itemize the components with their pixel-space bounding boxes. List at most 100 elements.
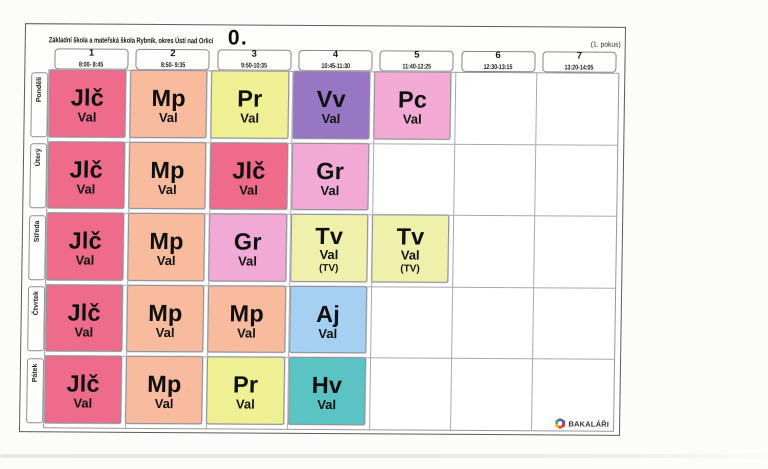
lesson-cell-Úterý-2: Mp Val: [128, 141, 207, 210]
lesson-subject: Mp: [148, 299, 183, 327]
period-number: 1: [88, 47, 95, 59]
lesson-teacher: Val: [318, 325, 338, 341]
period-time: 8:00- 8:45: [79, 61, 104, 69]
lesson-teacher: Val: [73, 395, 93, 411]
lesson-cell-Pátek-4: Hv Val: [287, 356, 367, 425]
grid-line-vertical: [450, 72, 457, 430]
lesson-teacher: Val: [319, 246, 339, 262]
lesson-cell-Středa-5: Tv Val (TV): [371, 214, 450, 283]
lesson-subject: Mp: [149, 228, 184, 255]
period-number: 6: [495, 50, 501, 62]
class-title: 0.: [227, 26, 249, 50]
lesson-teacher: Val: [320, 182, 340, 198]
lesson-teacher: Val: [321, 111, 341, 127]
day-box-1: Pondělí: [30, 71, 48, 137]
lesson-cell-Úterý-3: Jlč Val: [209, 141, 289, 210]
lesson-teacher: Val: [239, 182, 259, 198]
lesson-cell-Pondělí-5: Pc Val: [373, 71, 452, 140]
day-box-4: Čtvrtek: [27, 286, 45, 352]
lesson-cell-Pondělí-2: Mp Val: [129, 69, 208, 138]
lesson-teacher: Val: [240, 110, 260, 127]
lesson-subject: Mp: [150, 156, 185, 184]
lesson-cell-Úterý-4: Gr Val: [290, 142, 370, 211]
lesson-cell-Pondělí-1: Jlč Val: [47, 69, 127, 138]
lesson-cell-Středa-4: Tv Val (TV): [289, 213, 369, 282]
period-number: 3: [251, 48, 257, 60]
day-label: Čtvrtek: [32, 291, 40, 316]
lesson-subject: Jlč: [68, 227, 103, 255]
period-header-6: 6 12:30-13:15: [460, 50, 536, 73]
lesson-teacher: Val: [158, 110, 178, 126]
period-header-7: 7 13:20-14:05: [542, 50, 617, 73]
lesson-teacher: Val: [235, 396, 255, 412]
bakalari-brand-name: BAKALÁŘI: [568, 419, 610, 429]
lesson-subject: Jlč: [67, 299, 101, 326]
grid-line-vertical: [531, 72, 538, 431]
lesson-subject: Pc: [397, 86, 428, 114]
lesson-cells: [3, 0, 768, 3]
lesson-teacher: Val: [317, 397, 337, 413]
lesson-teacher: Val: [155, 324, 175, 340]
lesson-subject: Jlč: [232, 157, 266, 184]
period-number: 5: [414, 49, 420, 61]
lesson-teacher: Val: [402, 111, 422, 127]
lesson-subject: Pr: [232, 371, 259, 399]
lesson-cell-Středa-1: Jlč Val: [45, 212, 125, 281]
lesson-cell-Pondělí-3: Pr Val: [210, 70, 290, 139]
lesson-subject: Vv: [316, 86, 346, 113]
period-number: 2: [170, 48, 176, 60]
lesson-subject: Gr: [233, 228, 262, 256]
period-number: 7: [576, 50, 583, 62]
attempt-label: (1. pokus): [590, 39, 621, 49]
day-box-2: Úterý: [29, 143, 47, 209]
period-headers: [3, 0, 768, 3]
lesson-cell-Pondělí-4: Vv Val: [291, 70, 371, 139]
lesson-cell-Středa-2: Mp Val: [127, 212, 206, 281]
school-name: Základní škola a mateřská škola Rybník, …: [48, 35, 214, 46]
day-box-5: Pátek: [26, 357, 44, 423]
lesson-cell-Pátek-1: Jlč Val: [43, 355, 123, 424]
lesson-teacher: Val: [74, 324, 94, 340]
period-header-1: 1 8:00- 8:45: [54, 47, 129, 70]
period-header-3: 3 9:50-10:35: [216, 48, 292, 71]
lesson-teacher: Val: [154, 396, 174, 412]
scan-page-edge-shadow: [0, 454, 768, 458]
lesson-subject: Aj: [315, 300, 341, 328]
day-label: Pondělí: [35, 76, 43, 103]
lesson-note: (TV): [400, 263, 420, 275]
lesson-cell-Čtvrtek-2: Mp Val: [126, 284, 205, 353]
lesson-teacher: Val: [237, 253, 257, 269]
lesson-subject: Tv: [396, 223, 425, 250]
bakalari-brand: BAKALÁŘI: [529, 417, 609, 429]
lesson-cell-Čtvrtek-3: Mp Val: [207, 284, 286, 353]
lesson-teacher: Val: [236, 325, 256, 341]
day-column: [3, 0, 768, 3]
period-time: 9:50-10:35: [240, 62, 268, 70]
lesson-subject: Gr: [316, 157, 345, 185]
period-time: 8:50- 9:35: [160, 61, 185, 69]
period-time: 13:20-14:05: [564, 64, 594, 72]
lesson-subject: Jlč: [66, 370, 100, 398]
period-header-4: 4 10:45-11:30: [298, 49, 373, 72]
lesson-subject: Mp: [229, 300, 265, 327]
lesson-cell-Středa-3: Gr Val: [208, 213, 288, 282]
lesson-subject: Mp: [147, 371, 182, 398]
period-time: 10:45-11:30: [320, 62, 350, 70]
period-header-2: 2 8:50- 9:35: [135, 48, 210, 71]
period-number: 4: [332, 49, 339, 61]
lesson-subject: Jlč: [70, 84, 105, 112]
lesson-cell-Čtvrtek-1: Jlč Val: [44, 283, 124, 352]
lesson-subject: Hv: [311, 372, 343, 399]
lesson-teacher: Val: [77, 109, 97, 126]
lesson-cell-Pátek-2: Mp Val: [124, 355, 204, 424]
lesson-note: (TV): [318, 262, 339, 274]
day-label: Úterý: [34, 148, 42, 167]
bakalari-logo-icon: [555, 418, 566, 429]
lesson-subject: Pr: [237, 85, 263, 113]
lesson-subject: Mp: [151, 85, 186, 112]
period-time: 11:40-12:25: [402, 63, 431, 71]
lesson-teacher: Val: [400, 247, 420, 263]
lesson-cell-Úterý-1: Jlč Val: [46, 140, 126, 209]
lesson-teacher: Val: [76, 181, 96, 197]
